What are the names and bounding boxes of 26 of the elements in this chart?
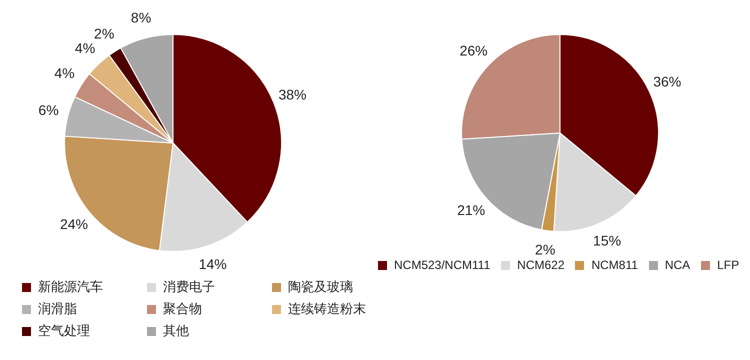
legend-label: 聚合物 [163, 300, 202, 318]
data-label: 24% [60, 216, 88, 232]
legend-label: 润滑脂 [38, 300, 77, 318]
legend-label: LFP [717, 258, 740, 272]
legend-label: 陶瓷及玻璃 [288, 278, 353, 296]
data-label: 6% [38, 102, 59, 118]
legend-label: NCM622 [517, 258, 565, 272]
data-label: 8% [130, 9, 152, 26]
legend-label: 空气处理 [38, 322, 90, 340]
data-label: 36% [653, 73, 682, 90]
legend-label: NCM523/NCM111 [394, 258, 490, 272]
data-label: 2% [535, 241, 556, 258]
data-label: 26% [460, 42, 488, 59]
data-label: 21% [457, 202, 486, 218]
data-label: 2% [94, 25, 114, 42]
legend-label: 消费电子 [163, 278, 215, 296]
legend-label: NCA [664, 258, 690, 272]
data-label: 14% [198, 256, 227, 272]
legend-label: 其他 [163, 322, 189, 340]
legend-label: NCM811 [591, 258, 638, 272]
data-label: 4% [74, 40, 96, 56]
data-label: 38% [278, 86, 306, 103]
legend-label: 新能源汽车 [38, 278, 103, 296]
data-label: 4% [54, 65, 75, 82]
legend-label: 连续铸造粉末 [288, 300, 366, 318]
data-label: 15% [593, 232, 622, 249]
